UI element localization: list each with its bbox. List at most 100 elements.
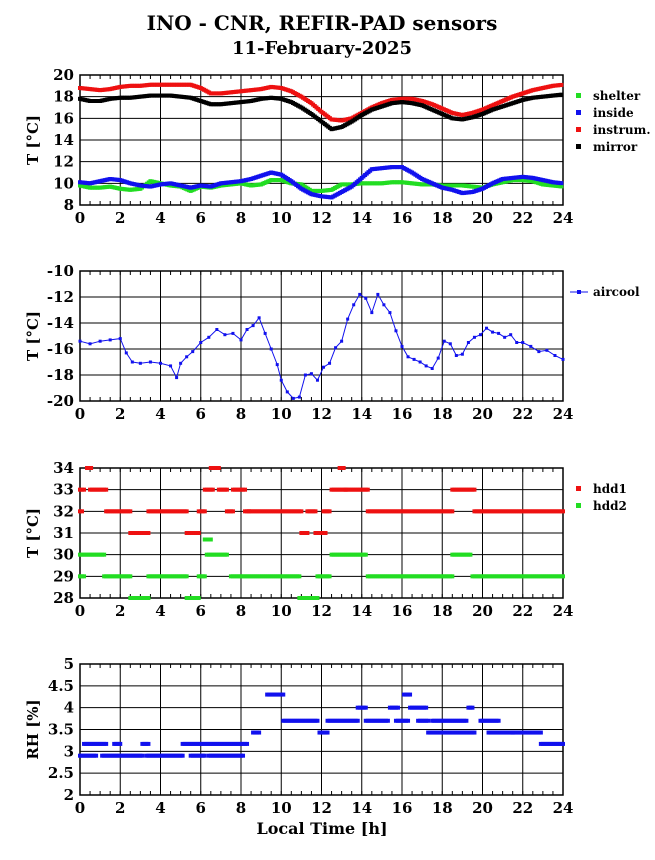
data-point	[134, 753, 139, 758]
data-point	[305, 596, 310, 600]
data-point	[393, 574, 398, 579]
data-point	[488, 730, 493, 735]
data-point	[128, 574, 133, 579]
data-point	[395, 509, 400, 514]
data-point	[482, 718, 487, 723]
data-point	[179, 361, 183, 365]
x-tick-label: 4	[155, 405, 165, 423]
data-point	[196, 753, 201, 758]
data-point	[490, 574, 495, 579]
y-tick-label: -10	[47, 262, 74, 280]
data-point	[291, 718, 296, 723]
data-point	[253, 574, 258, 579]
data-point	[307, 596, 312, 600]
data-point	[108, 338, 112, 342]
data-point	[138, 531, 143, 535]
data-point	[428, 509, 433, 514]
data-point	[400, 574, 404, 579]
data-point	[315, 531, 320, 535]
data-point	[222, 753, 227, 758]
data-point	[436, 509, 441, 514]
data-point	[269, 509, 274, 514]
data-point	[331, 718, 336, 723]
data-point	[271, 509, 276, 514]
data-point	[367, 574, 372, 579]
data-point	[333, 487, 338, 492]
data-point	[206, 537, 211, 542]
data-point	[241, 574, 246, 579]
data-point	[480, 509, 485, 514]
data-point	[440, 509, 445, 514]
data-point	[464, 487, 469, 492]
data-point	[271, 574, 276, 579]
data-point	[82, 552, 87, 557]
data-point	[196, 741, 201, 746]
data-point	[216, 466, 221, 470]
data-point	[234, 741, 239, 746]
x-axis-label: Local Time [h]	[256, 819, 387, 838]
data-point	[497, 331, 501, 335]
data-point	[534, 730, 539, 735]
chart-title: INO - CNR, REFIR-PAD sensors	[147, 11, 498, 35]
data-point	[359, 705, 364, 710]
data-point	[156, 509, 161, 514]
data-point	[345, 487, 350, 492]
data-point	[528, 730, 533, 735]
data-point	[116, 574, 121, 579]
y-tick-label: -18	[47, 366, 74, 384]
x-tick-label: 20	[472, 799, 493, 817]
data-point	[207, 335, 211, 339]
data-point	[458, 487, 463, 492]
data-point	[100, 753, 105, 758]
data-point	[534, 574, 539, 579]
data-point	[255, 574, 260, 579]
data-point	[130, 596, 135, 600]
data-point	[85, 466, 90, 470]
data-point	[488, 509, 493, 514]
data-point	[496, 509, 501, 514]
data-point	[341, 487, 346, 492]
data-point	[277, 692, 282, 697]
data-point	[552, 574, 557, 579]
data-point	[180, 509, 185, 514]
data-point	[410, 574, 415, 579]
data-point	[198, 574, 203, 579]
data-point	[452, 487, 457, 492]
data-point	[418, 360, 422, 364]
data-point	[132, 531, 137, 535]
data-point	[90, 552, 95, 557]
data-point	[234, 574, 239, 579]
data-point	[363, 487, 368, 492]
data-point	[393, 509, 398, 514]
data-point	[448, 342, 452, 346]
data-point	[432, 574, 437, 579]
x-tick-label: 2	[115, 602, 125, 620]
data-point	[371, 574, 376, 579]
data-point	[402, 574, 407, 579]
data-point	[502, 730, 507, 735]
x-tick-label: 10	[271, 209, 292, 227]
data-point	[369, 718, 374, 723]
data-point	[287, 509, 292, 514]
data-point	[126, 753, 131, 758]
data-point	[496, 730, 501, 735]
data-point	[446, 718, 451, 723]
y-tick-label: -14	[47, 314, 74, 332]
data-point	[146, 753, 151, 758]
data-point	[140, 531, 145, 535]
series-aircool	[78, 292, 565, 400]
data-point	[279, 509, 284, 514]
data-point	[159, 361, 162, 365]
data-point	[430, 509, 435, 514]
data-point	[128, 596, 133, 600]
data-point	[408, 692, 413, 697]
data-point	[192, 531, 197, 535]
data-point	[402, 718, 407, 723]
data-point	[174, 509, 179, 514]
data-point	[224, 753, 229, 758]
data-point	[450, 552, 455, 557]
data-point	[263, 331, 267, 335]
data-point	[234, 487, 239, 492]
x-tick-label: 20	[472, 602, 493, 620]
data-point	[80, 753, 85, 758]
